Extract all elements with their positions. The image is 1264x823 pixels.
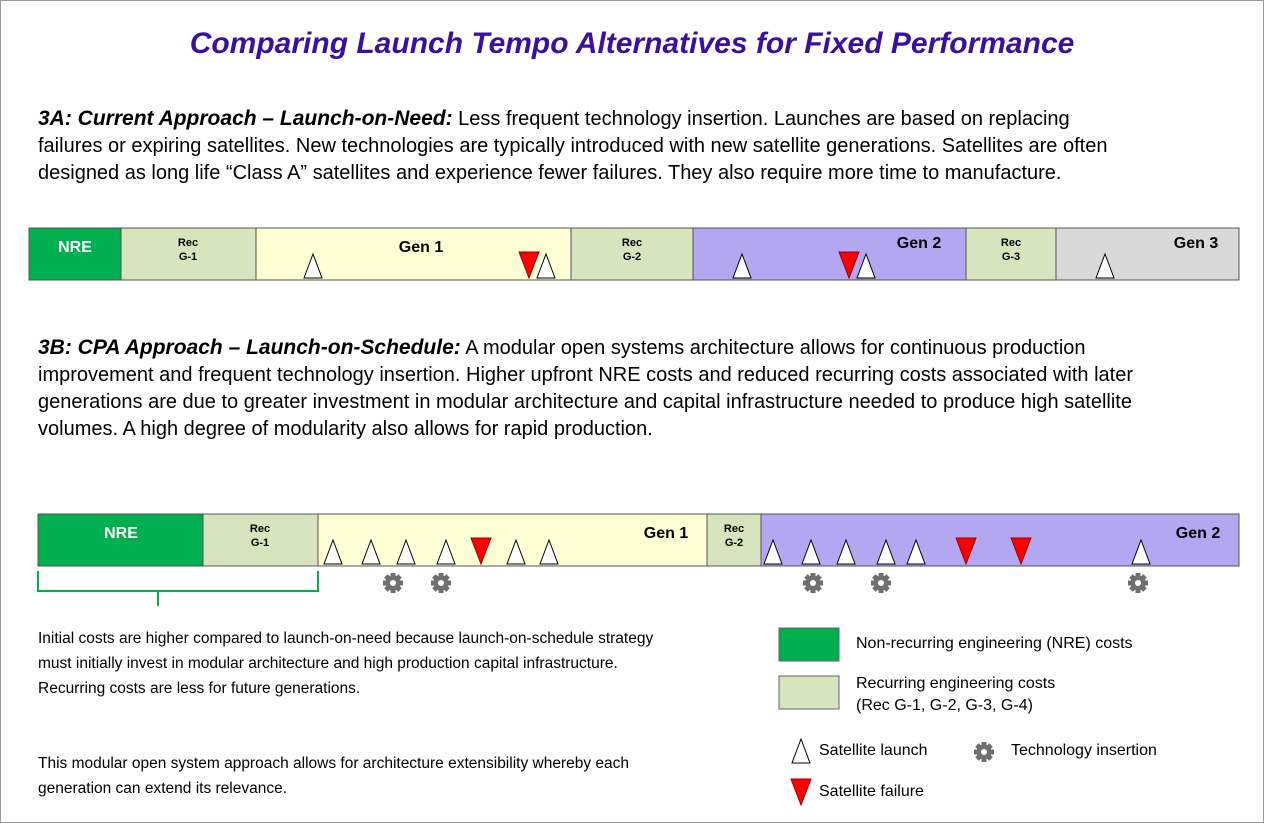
title: Comparing Launch Tempo Alternatives for … <box>189 27 1075 60</box>
legend-label: Technology insertion <box>1011 742 1157 759</box>
segment-label: Rec <box>1001 237 1021 249</box>
segment-label: G-2 <box>623 251 641 263</box>
timeline-segment <box>760 513 1240 567</box>
legend-label: Satellite failure <box>819 783 924 800</box>
launch-marker <box>506 538 526 565</box>
launch-marker <box>763 538 783 565</box>
segment-label: Gen 1 <box>399 239 444 256</box>
launch-marker <box>539 538 559 565</box>
segment-label: G-1 <box>251 537 269 549</box>
tech-insertion-marker <box>383 573 403 593</box>
legend-failure-icon <box>790 778 812 807</box>
timeline-segment <box>965 227 1057 281</box>
section-heading: 3A: Current Approach – Launch-on-Need: <box>38 107 453 130</box>
timeline-segment <box>120 227 257 281</box>
tech-insertion-marker <box>431 573 451 593</box>
legend-swatch <box>778 627 840 662</box>
legend-label: Satellite launch <box>819 742 928 759</box>
tech-insertion-marker <box>1128 573 1148 593</box>
launch-marker <box>876 538 896 565</box>
legend-label: (Rec G-1, G-2, G-3, G-4) <box>856 697 1033 714</box>
segment-label: Rec <box>622 237 642 249</box>
timeline-segment <box>37 513 204 567</box>
legend-launch-icon <box>791 737 811 764</box>
segment-label: G-1 <box>179 251 197 263</box>
legend-label: Recurring engineering costs <box>856 675 1055 692</box>
launch-marker <box>732 252 752 279</box>
segment-label: Rec <box>178 237 198 249</box>
failure-marker <box>518 251 540 280</box>
segment-label: Gen 2 <box>1176 525 1221 542</box>
segment-label: Gen 1 <box>644 525 689 542</box>
timeline-segment <box>28 227 122 281</box>
segment-label: Rec <box>724 523 744 535</box>
segment-label: NRE <box>58 239 92 256</box>
segment-label: G-2 <box>725 537 743 549</box>
note: Initial costs are higher compared to lau… <box>38 630 654 697</box>
launch-marker <box>906 538 926 565</box>
section-body: Less frequent technology insertion. Laun… <box>38 108 1108 184</box>
tech-insertion-marker <box>803 573 823 593</box>
timeline-segment <box>202 513 319 567</box>
timeline-segment <box>1055 227 1240 281</box>
launch-marker <box>856 252 876 279</box>
launch-marker <box>303 252 323 279</box>
segment-label: G-3 <box>1002 251 1020 263</box>
launch-marker <box>436 538 456 565</box>
launch-marker <box>323 538 343 565</box>
launch-marker <box>836 538 856 565</box>
section-body: A modular open systems architecture allo… <box>38 337 1134 440</box>
bracket <box>37 571 319 606</box>
launch-marker <box>1131 538 1151 565</box>
legend-gear-icon <box>974 742 994 762</box>
segment-label: Rec <box>250 523 270 535</box>
launch-marker <box>1095 252 1115 279</box>
section-heading: 3B: CPA Approach – Launch-on-Schedule: <box>38 336 461 359</box>
failure-marker <box>1010 537 1032 566</box>
segment-label: Gen 2 <box>897 235 942 252</box>
failure-marker <box>955 537 977 566</box>
timeline-segment <box>706 513 762 567</box>
note: This modular open system approach allows… <box>38 755 630 797</box>
section-text: 3B: CPA Approach – Launch-on-Schedule: A… <box>38 334 1158 443</box>
failure-marker <box>470 537 492 566</box>
timeline-segment <box>570 227 694 281</box>
launch-marker <box>396 538 416 565</box>
legend-swatch <box>778 675 840 710</box>
launch-marker <box>361 538 381 565</box>
segment-label: NRE <box>104 525 138 542</box>
failure-marker <box>838 251 860 280</box>
section-text: 3A: Current Approach – Launch-on-Need: L… <box>38 105 1128 187</box>
tech-insertion-marker <box>871 573 891 593</box>
launch-marker <box>801 538 821 565</box>
launch-marker <box>536 252 556 279</box>
legend-label: Non-recurring engineering (NRE) costs <box>856 635 1133 652</box>
segment-label: Gen 3 <box>1174 235 1219 252</box>
